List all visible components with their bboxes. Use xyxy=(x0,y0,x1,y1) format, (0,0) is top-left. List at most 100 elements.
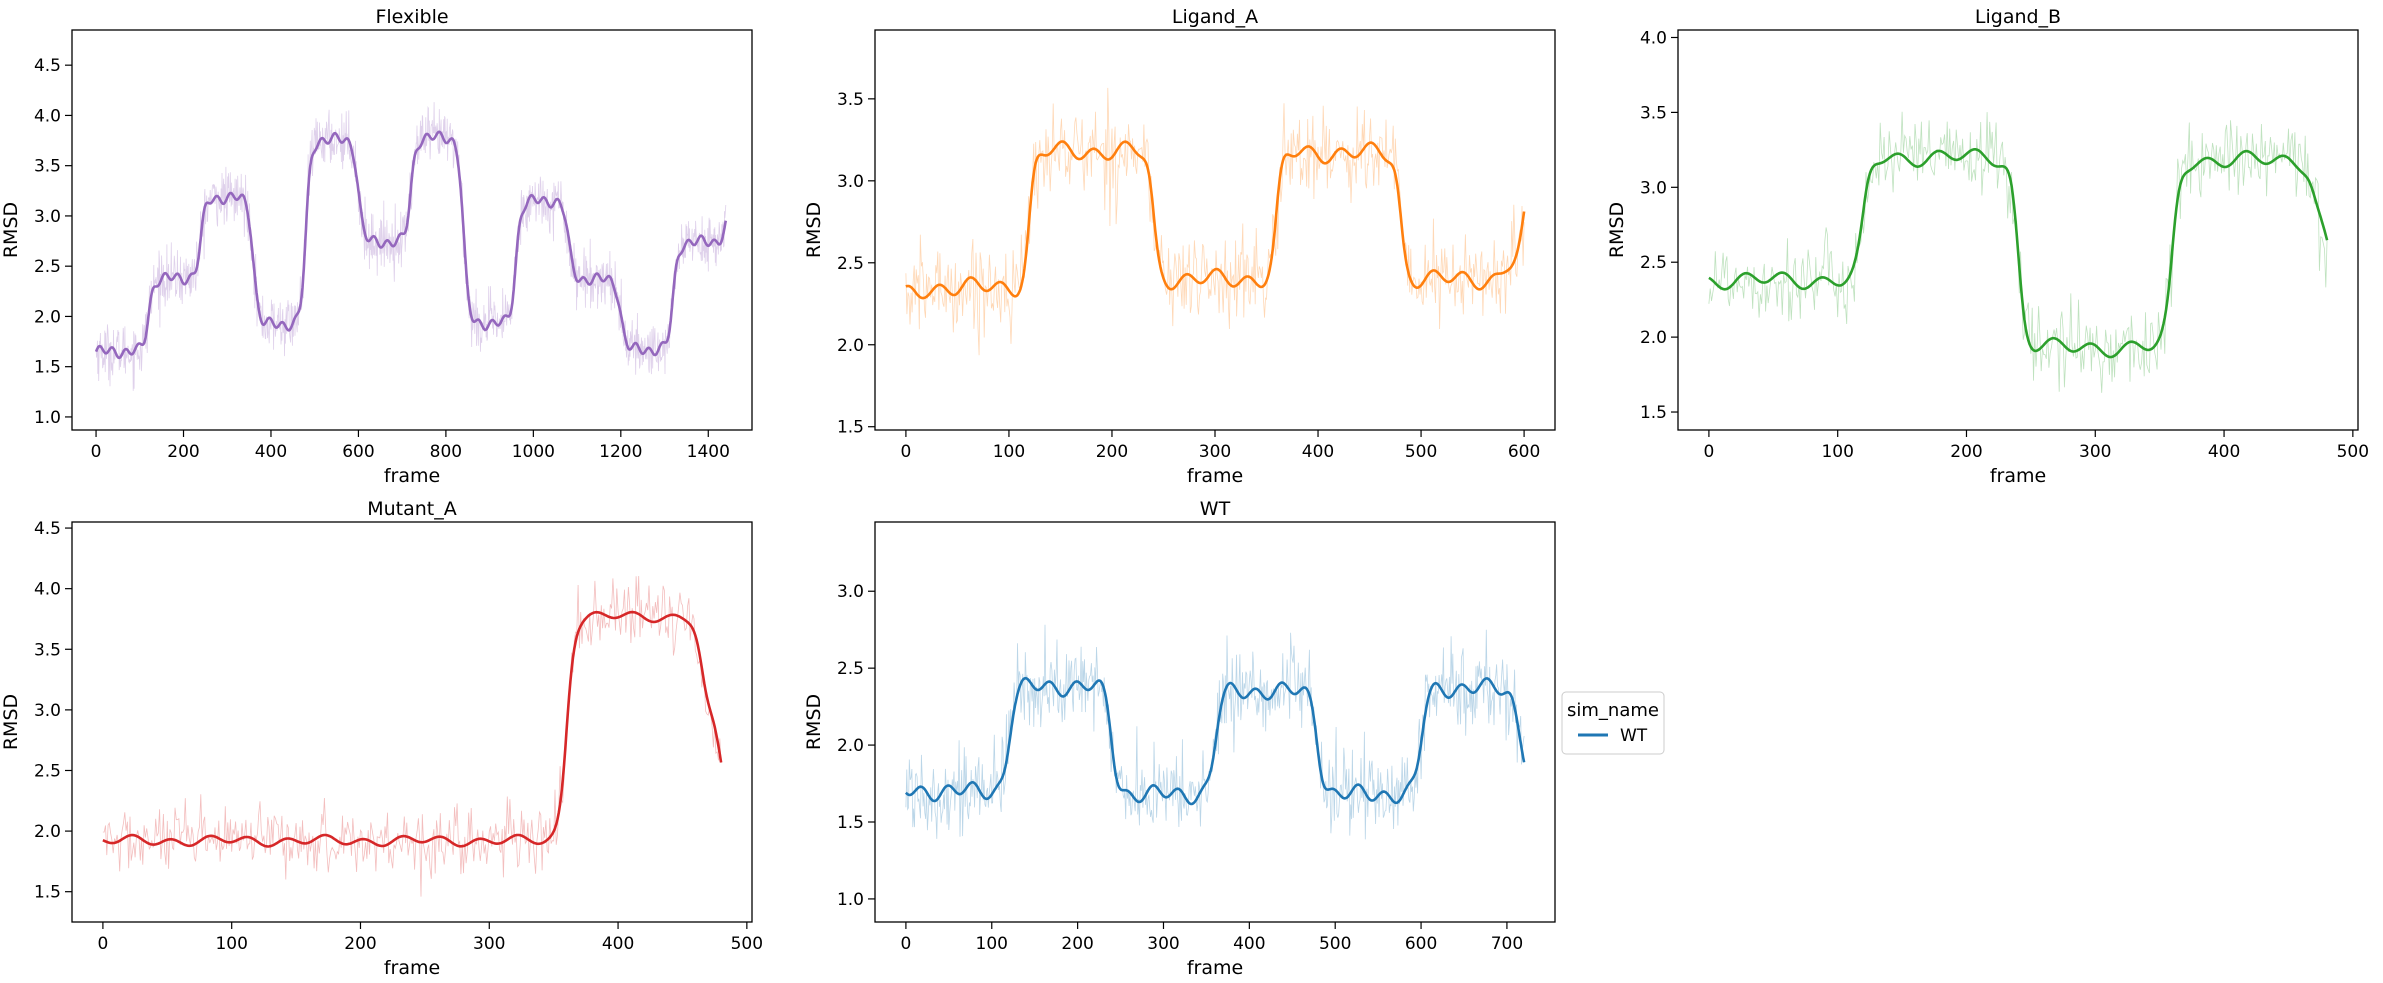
plot-area xyxy=(94,102,728,391)
smoothed-line xyxy=(94,130,728,360)
y-tick-label: 1.5 xyxy=(837,813,864,833)
y-tick-label: 1.5 xyxy=(34,883,61,903)
x-tick-label: 700 xyxy=(1491,934,1523,954)
y-tick-label: 4.0 xyxy=(34,580,61,600)
x-tick-label: 0 xyxy=(1703,442,1714,462)
y-tick-label: 2.0 xyxy=(837,336,864,356)
smoothed-line xyxy=(904,676,1526,806)
panel-title: Flexible xyxy=(375,6,448,28)
plot-area xyxy=(905,87,1526,356)
x-tick-label: 200 xyxy=(1096,442,1128,462)
y-tick-label: 2.0 xyxy=(34,307,61,327)
axes-frame xyxy=(71,521,753,923)
smoothed-line xyxy=(102,610,723,848)
y-tick-label: 3.0 xyxy=(34,701,61,721)
x-tick-label: 500 xyxy=(1405,442,1437,462)
y-tick-label: 2.5 xyxy=(34,761,61,781)
panel-title: Mutant_A xyxy=(367,498,457,520)
legend-title: sim_name xyxy=(1567,700,1659,721)
axes-frame xyxy=(874,521,1556,923)
y-tick-label: 2.5 xyxy=(837,659,864,679)
x-tick-label: 1200 xyxy=(599,442,642,462)
raw-trace xyxy=(102,575,722,897)
x-tick-label: 200 xyxy=(344,934,376,954)
raw-trace xyxy=(905,87,1525,356)
y-tick-label: 2.5 xyxy=(1640,253,1667,273)
x-tick-label: 400 xyxy=(602,934,634,954)
x-tick-label: 200 xyxy=(1061,934,1093,954)
panel-title: WT xyxy=(1200,498,1231,520)
y-tick-label: 4.0 xyxy=(1640,28,1667,48)
x-tick-label: 100 xyxy=(993,442,1025,462)
x-tick-label: 600 xyxy=(1405,934,1437,954)
axes-frame xyxy=(874,29,1556,431)
x-axis-label: frame xyxy=(384,957,440,979)
y-tick-label: 4.5 xyxy=(34,56,61,76)
panel-ligand-a: 0 100 200 300 400 500 600 1.5 2.0 2.5 3.0 3.5 Ligand… xyxy=(803,6,1556,487)
panel-mutant-a: 0 100 200 300 400 500 1.5 2.0 2.5 3.0 3.5 4.0 4.5 Mut… xyxy=(0,498,763,979)
plot-area xyxy=(102,575,723,897)
x-tick-label: 400 xyxy=(1233,934,1265,954)
x-axis-label: frame xyxy=(1187,465,1243,487)
x-tick-label: 600 xyxy=(342,442,374,462)
y-tick-label: 2.5 xyxy=(837,254,864,274)
x-axis-label: frame xyxy=(1187,957,1243,979)
y-tick-label: 3.5 xyxy=(34,157,61,177)
y-tick-label: 1.0 xyxy=(837,890,864,910)
x-tick-label: 500 xyxy=(2337,442,2369,462)
x-tick-label: 1400 xyxy=(687,442,730,462)
panel-title: Ligand_A xyxy=(1172,6,1258,28)
y-tick-label: 1.5 xyxy=(34,358,61,378)
y-tick-label: 2.0 xyxy=(1640,328,1667,348)
y-tick-label: 3.0 xyxy=(34,207,61,227)
y-axis-label: RMSD xyxy=(803,694,825,750)
y-tick-label: 1.5 xyxy=(837,418,864,438)
y-tick-label: 3.5 xyxy=(34,640,61,660)
x-tick-label: 300 xyxy=(1199,442,1231,462)
x-tick-label: 200 xyxy=(167,442,199,462)
smoothed-line xyxy=(905,140,1526,300)
legend: sim_name WT xyxy=(1561,691,1665,755)
y-tick-label: 4.5 xyxy=(34,519,61,539)
x-tick-label: 800 xyxy=(430,442,462,462)
y-tick-label: 1.0 xyxy=(34,408,61,428)
x-axis-label: frame xyxy=(1990,465,2046,487)
legend-entry-wt: WT xyxy=(1620,726,1648,746)
x-axis-label: frame xyxy=(384,465,440,487)
panel-title: Ligand_B xyxy=(1975,6,2061,28)
x-tick-label: 400 xyxy=(255,442,287,462)
x-tick-label: 600 xyxy=(1508,442,1540,462)
y-axis-label: RMSD xyxy=(1606,202,1628,258)
y-tick-label: 3.0 xyxy=(1640,178,1667,198)
axes-frame xyxy=(71,29,753,431)
plot-area xyxy=(1708,111,2329,393)
plot-area xyxy=(904,624,1526,840)
x-tick-label: 0 xyxy=(900,442,911,462)
y-tick-label: 2.0 xyxy=(34,822,61,842)
y-axis-label: RMSD xyxy=(0,202,22,258)
panel-wt: 0 100 200 300 400 500 600 700 1.0 1.5 2.0 2.5 3.0 WT f… xyxy=(803,498,1556,979)
x-tick-label: 100 xyxy=(1821,442,1853,462)
x-tick-label: 500 xyxy=(1319,934,1351,954)
y-tick-label: 1.5 xyxy=(1640,403,1667,423)
axes-frame xyxy=(1677,29,2359,431)
y-tick-label: 3.5 xyxy=(837,90,864,110)
x-tick-label: 100 xyxy=(215,934,247,954)
x-tick-label: 300 xyxy=(473,934,505,954)
raw-trace xyxy=(905,624,1525,840)
y-axis-label: RMSD xyxy=(803,202,825,258)
x-tick-label: 400 xyxy=(2208,442,2240,462)
x-tick-label: 400 xyxy=(1302,442,1334,462)
y-tick-label: 4.0 xyxy=(34,106,61,126)
x-tick-label: 300 xyxy=(2079,442,2111,462)
y-tick-label: 3.0 xyxy=(837,172,864,192)
panel-flexible: 0 200 400 600 800 1000 1200 1400 1.0 1.5 2.0 2.5 3.0… xyxy=(0,6,753,487)
y-tick-label: 2.5 xyxy=(34,257,61,277)
y-tick-label: 2.0 xyxy=(837,736,864,756)
x-tick-label: 1000 xyxy=(512,442,555,462)
y-axis-label: RMSD xyxy=(0,694,22,750)
x-tick-label: 0 xyxy=(900,934,911,954)
legend-frame xyxy=(1561,691,1665,755)
x-tick-label: 0 xyxy=(91,442,102,462)
